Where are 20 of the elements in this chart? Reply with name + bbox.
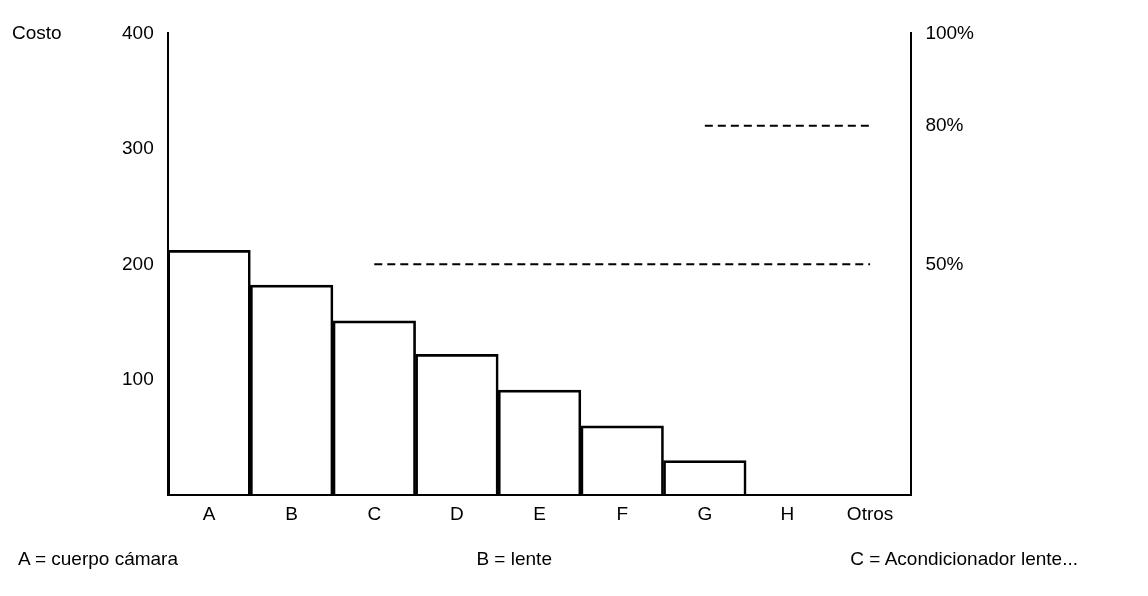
y-tick-label: 100 — [122, 367, 154, 389]
y-tick-label: 200 — [122, 252, 154, 274]
x-tick-label: F — [616, 502, 628, 524]
x-tick-label: B — [285, 502, 298, 524]
text: A = cuerpo cámara — [18, 548, 179, 570]
x-tick-label: A — [202, 502, 216, 524]
y-tick-label: 400 — [122, 21, 154, 43]
x-tick-label: C — [367, 502, 382, 524]
y2-tick-label: 50% — [925, 252, 964, 274]
y2-tick-label: 80% — [925, 113, 964, 135]
x-tick-label: D — [450, 502, 464, 524]
x-tick-label: Otros — [846, 502, 894, 524]
x-tick-label: G — [697, 502, 713, 524]
y2-tick-label: 100% — [925, 21, 975, 43]
y-tick-label: 300 — [122, 137, 154, 159]
x-tick-label: H — [780, 502, 795, 524]
text: B = lente — [476, 548, 552, 570]
x-tick-label: E — [533, 502, 546, 524]
text: C = Acondicionador lente... — [850, 548, 1078, 570]
y-axis-title: Costo — [12, 21, 62, 43]
